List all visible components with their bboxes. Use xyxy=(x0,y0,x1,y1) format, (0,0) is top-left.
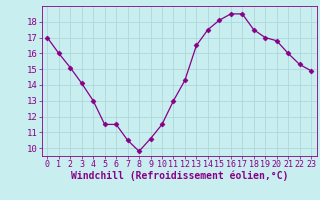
X-axis label: Windchill (Refroidissement éolien,°C): Windchill (Refroidissement éolien,°C) xyxy=(70,171,288,181)
